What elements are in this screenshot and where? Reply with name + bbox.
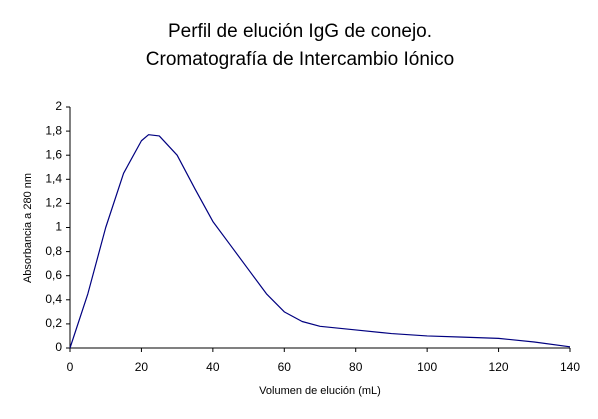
y-tick-label: 0,6 — [45, 268, 62, 282]
chart-title: Perfil de elución IgG de conejo. — [168, 21, 432, 42]
y-tick-label: 1,4 — [45, 171, 62, 185]
x-tick-label: 0 — [67, 360, 74, 374]
x-tick-label: 100 — [417, 360, 437, 374]
x-tick-label: 20 — [135, 360, 149, 374]
y-axis-title: Absorbancia a 280 nm — [22, 173, 34, 283]
y-tick-label: 1 — [55, 220, 62, 234]
y-tick-label: 1,6 — [45, 147, 62, 161]
chart-title: Cromatografía de Intercambio Iónico — [146, 49, 454, 70]
y-tick-label: 0,4 — [45, 292, 62, 306]
y-tick-label: 0 — [55, 340, 62, 354]
line-series — [69, 134, 571, 349]
x-tick-label: 40 — [206, 360, 220, 374]
y-tick-label: 2 — [55, 99, 62, 113]
y-tick-label: 0,2 — [45, 316, 62, 330]
x-tick-label: 80 — [349, 360, 363, 374]
y-tick-label: 1,8 — [45, 123, 62, 137]
x-axis-title: Volumen de elución (mL) — [259, 385, 381, 397]
y-tick-label: 0,8 — [45, 244, 62, 258]
y-tick-label: 1,2 — [45, 196, 62, 210]
x-tick-label: 140 — [560, 360, 580, 374]
x-tick-label: 60 — [278, 360, 292, 374]
x-tick-label: 120 — [489, 360, 509, 374]
